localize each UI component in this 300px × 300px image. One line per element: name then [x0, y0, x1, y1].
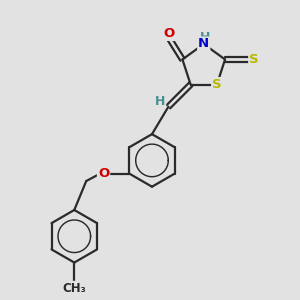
Text: O: O [98, 167, 109, 180]
Text: S: S [249, 53, 259, 66]
Text: CH₃: CH₃ [62, 282, 86, 295]
Text: H: H [155, 95, 165, 108]
Text: S: S [212, 78, 222, 91]
Text: O: O [164, 27, 175, 40]
Text: H: H [200, 31, 210, 44]
Text: N: N [198, 38, 209, 50]
